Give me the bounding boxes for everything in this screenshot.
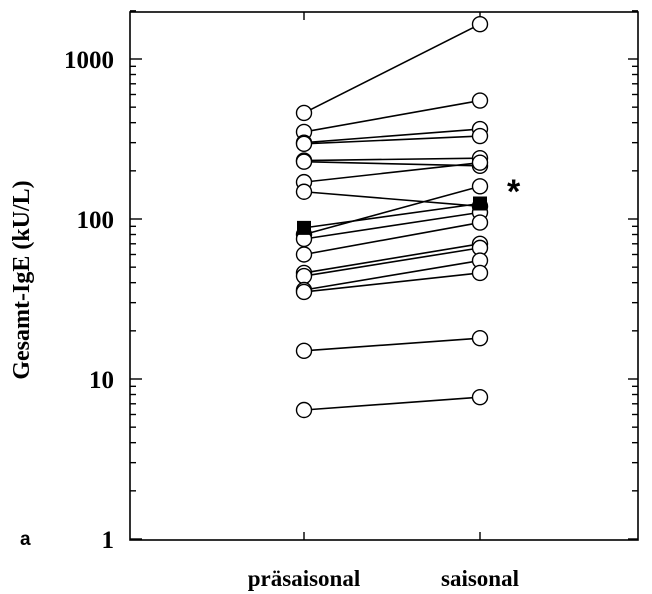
pair-line: [303, 272, 481, 293]
point-saisonal: [471, 388, 489, 406]
significance-asterisk: *: [507, 173, 521, 211]
pair-line: [303, 337, 481, 352]
point-saisonal: [471, 264, 489, 282]
point-saisonal: [471, 154, 489, 171]
y-tick-label: 10: [89, 367, 114, 394]
x-tick-label: präsaisonal: [248, 566, 360, 591]
pair-line: [303, 221, 481, 256]
mean-marker-saisonal: [473, 196, 487, 211]
pair-line: [303, 157, 481, 162]
pair-line: [303, 190, 481, 208]
point-saisonal: [471, 16, 489, 33]
paired-lines: [303, 23, 481, 411]
plot-frame: [129, 11, 639, 541]
y-tick-label: 1000: [64, 47, 114, 74]
pair-line: [303, 128, 481, 144]
pair-line: [303, 99, 481, 133]
y-tick-label: 1: [102, 527, 115, 554]
point-prae: [295, 283, 313, 301]
y-axis-label: Gesamt-IgE (kU/L): [9, 180, 35, 379]
point-prae: [295, 246, 313, 263]
pair-line: [303, 161, 481, 183]
point-saisonal: [471, 178, 489, 195]
point-saisonal: [471, 92, 489, 109]
pair-line: [303, 396, 481, 411]
x-axis: präsaisonal saisonal: [248, 12, 519, 591]
mean-line: [303, 202, 481, 229]
panel-label: a: [20, 529, 31, 550]
pair-line: [303, 211, 481, 240]
pair-line: [303, 135, 481, 145]
pair-line: [303, 23, 481, 114]
point-saisonal: [471, 127, 489, 145]
y-axis: 1 10 100 1000: [64, 10, 638, 554]
point-prae: [295, 342, 313, 360]
mean-marker-prae: [297, 220, 311, 235]
pair-line: [303, 242, 481, 274]
data-points: [295, 16, 489, 419]
pair-line: [303, 247, 481, 277]
y-tick-label: 100: [77, 207, 115, 234]
point-prae: [295, 401, 313, 419]
point-prae: [295, 104, 313, 122]
point-saisonal: [471, 329, 489, 347]
pair-line: [303, 185, 481, 236]
point-prae: [295, 183, 313, 200]
point-prae: [295, 153, 313, 170]
point-prae: [295, 267, 313, 285]
point-saisonal: [471, 214, 489, 231]
pair-line: [303, 259, 481, 291]
point-prae: [295, 135, 313, 153]
x-tick-label: saisonal: [441, 566, 519, 591]
